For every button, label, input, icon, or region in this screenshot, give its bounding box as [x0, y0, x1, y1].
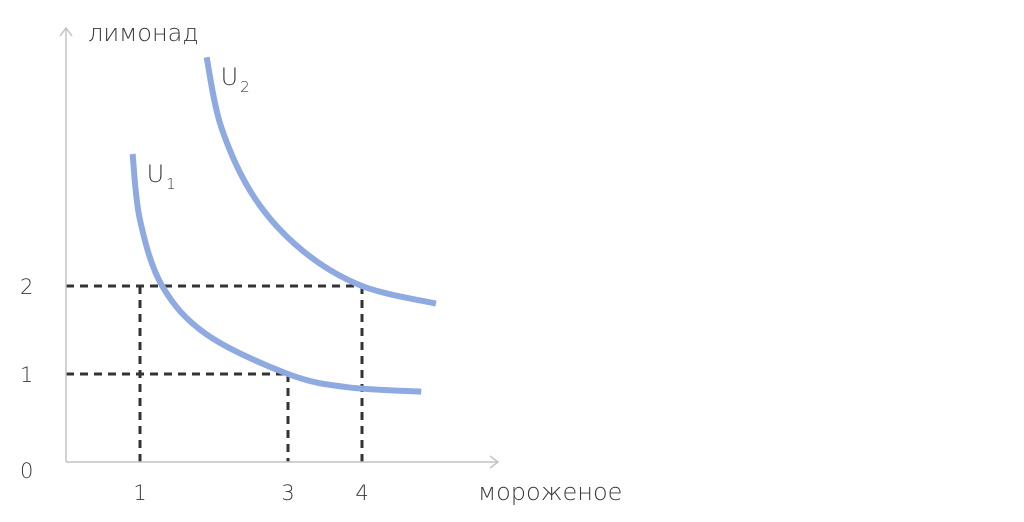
x-axis-label: мороженое [478, 478, 622, 506]
curve-u2 [203, 56, 437, 307]
curves [129, 56, 437, 395]
guide-lines [66, 284, 364, 462]
x-tick-label-4: 4 [355, 481, 368, 505]
x-tick-label-3: 3 [281, 481, 294, 505]
x-axis-arrow [489, 455, 500, 469]
origin-label: 0 [20, 459, 33, 483]
y-tick-label-1: 1 [20, 363, 33, 387]
y-tick-label-2: 2 [20, 275, 33, 299]
y-axis-arrow [59, 26, 73, 37]
y-axis-label: лимонад [88, 19, 199, 47]
curve-label-subscript: 1 [166, 175, 176, 193]
labels: лимонад мороженое 0 [20, 19, 622, 506]
tick-labels: 1 3 4 1 2 [20, 275, 369, 505]
curve-labels: U 1 U 2 [147, 63, 250, 193]
curve-label-subscript: 2 [240, 78, 250, 96]
x-tick-label-1: 1 [133, 481, 146, 505]
axes [59, 26, 500, 469]
curve-u1 [129, 153, 422, 395]
